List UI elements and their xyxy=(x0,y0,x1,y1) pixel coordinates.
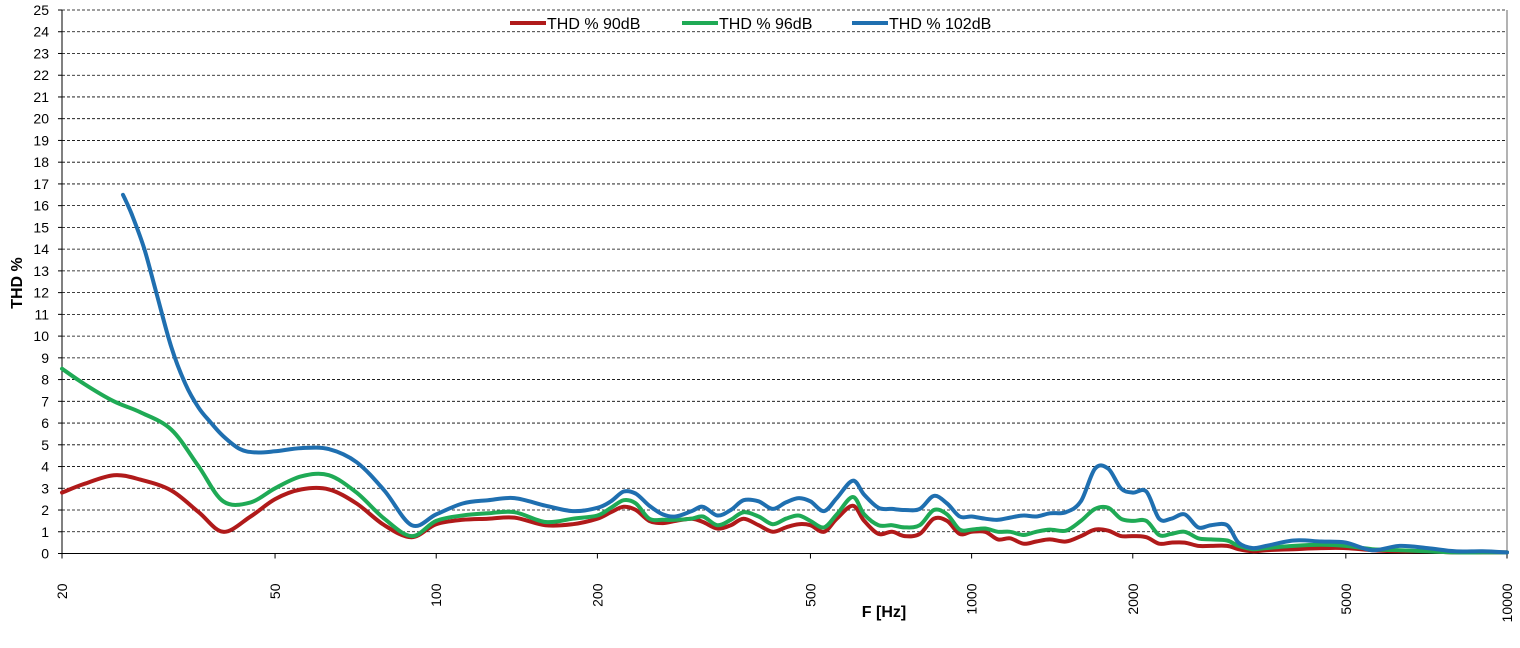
y-tick-label: 10 xyxy=(33,328,49,344)
y-tick-label: 22 xyxy=(33,67,49,83)
legend-label-2: THD % 96dB xyxy=(719,16,812,33)
y-axis-label: THD % xyxy=(9,257,26,309)
y-tick-label: 4 xyxy=(41,459,49,475)
legend-label-1: THD % 90dB xyxy=(547,16,640,33)
y-tick-label: 18 xyxy=(33,154,49,170)
y-tick-label: 2 xyxy=(41,502,49,518)
y-tick-label: 15 xyxy=(33,219,49,235)
legend: THD % 90dB THD % 96dB THD % 102dB xyxy=(510,16,991,33)
y-tick-label: 0 xyxy=(41,546,49,562)
y-tick-label: 23 xyxy=(33,45,49,61)
y-tick-label: 3 xyxy=(41,480,49,496)
legend-label-3: THD % 102dB xyxy=(889,16,991,33)
y-tick-label: 13 xyxy=(33,263,49,279)
y-tick-label: 8 xyxy=(41,372,49,388)
y-tick-label: 16 xyxy=(33,198,49,214)
x-tick-label: 1000 xyxy=(964,583,980,614)
y-tick-label: 9 xyxy=(41,350,49,366)
x-tick-labels: 20 50 100 200 500 1000 2000 5000 10000 xyxy=(54,553,1515,622)
x-tick-label: 2000 xyxy=(1125,583,1141,614)
x-tick-label: 100 xyxy=(428,583,444,607)
series-lines xyxy=(60,192,1509,555)
y-tick-label: 14 xyxy=(33,241,49,257)
series-line-3 xyxy=(121,192,1509,555)
grid-lines xyxy=(62,9,1508,554)
x-tick-label: 50 xyxy=(267,583,283,599)
y-tick-label: 20 xyxy=(33,111,49,127)
y-tick-label: 19 xyxy=(33,132,49,148)
y-tick-labels: 0123456789101112131415161718192021222324… xyxy=(33,2,62,562)
y-tick-label: 17 xyxy=(33,176,49,192)
y-tick-label: 1 xyxy=(41,524,49,540)
y-tick-label: 11 xyxy=(34,306,49,322)
y-tick-label: 24 xyxy=(33,24,49,40)
y-tick-label: 25 xyxy=(33,2,49,18)
x-tick-label: 5000 xyxy=(1338,583,1354,614)
x-tick-label: 500 xyxy=(802,583,818,607)
axes xyxy=(61,10,1507,554)
x-tick-label: 10000 xyxy=(1499,583,1515,622)
y-tick-label: 12 xyxy=(33,285,49,301)
y-tick-label: 6 xyxy=(41,415,49,431)
x-axis-label: F [Hz] xyxy=(862,604,906,621)
x-tick-label: 20 xyxy=(54,583,70,599)
series-line-2 xyxy=(60,366,1509,555)
x-tick-label: 200 xyxy=(589,583,605,607)
y-tick-label: 21 xyxy=(33,89,49,105)
y-tick-label: 7 xyxy=(41,393,49,409)
y-tick-label: 5 xyxy=(41,437,49,453)
